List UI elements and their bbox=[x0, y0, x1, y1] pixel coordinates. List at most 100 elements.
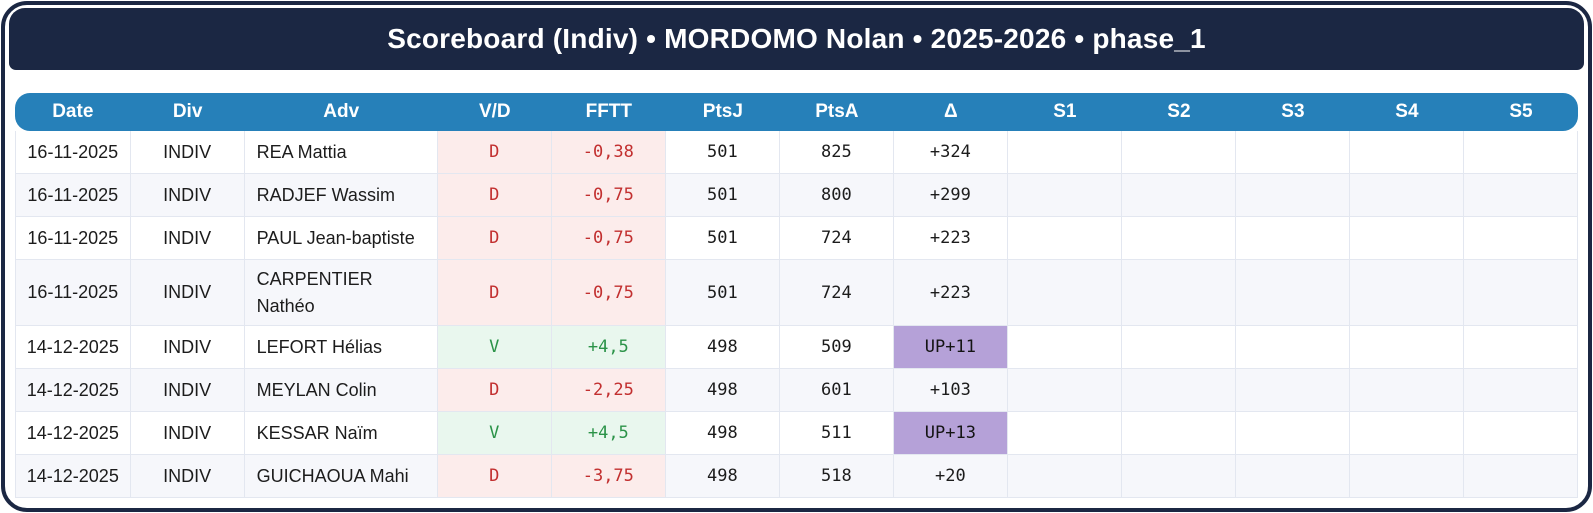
ptsa-cell: 825 bbox=[779, 131, 894, 174]
set2-cell bbox=[1121, 131, 1236, 174]
result-cell: V bbox=[437, 326, 552, 369]
table-row: 16-11-2025 INDIV PAUL Jean-baptiste D -0… bbox=[15, 217, 1578, 260]
column-header-s1: S1 bbox=[1007, 93, 1122, 131]
set3-cell bbox=[1235, 455, 1350, 498]
set4-cell bbox=[1349, 260, 1464, 326]
set5-cell bbox=[1463, 174, 1578, 217]
date-cell: 14-12-2025 bbox=[15, 326, 131, 369]
set5-cell bbox=[1463, 412, 1578, 455]
ptsa-cell: 518 bbox=[779, 455, 894, 498]
ptsj-cell: 498 bbox=[665, 326, 780, 369]
div-cell: INDIV bbox=[130, 326, 245, 369]
adv-cell: REA Mattia bbox=[244, 131, 438, 174]
div-cell: INDIV bbox=[130, 217, 245, 260]
div-cell: INDIV bbox=[130, 455, 245, 498]
table-row: 14-12-2025 INDIV KESSAR Naïm V +4,5 498 … bbox=[15, 412, 1578, 455]
column-header-ptsj: PtsJ bbox=[665, 93, 780, 131]
ptsj-cell: 501 bbox=[665, 217, 780, 260]
fftt-cell: -0,75 bbox=[551, 260, 666, 326]
set5-cell bbox=[1463, 455, 1578, 498]
set2-cell bbox=[1121, 260, 1236, 326]
result-cell: D bbox=[437, 131, 552, 174]
ptsa-cell: 724 bbox=[779, 217, 894, 260]
delta-cell: UP+13 bbox=[893, 412, 1008, 455]
set1-cell bbox=[1007, 326, 1122, 369]
set4-cell bbox=[1349, 217, 1464, 260]
column-header-div: Div bbox=[130, 93, 245, 131]
ptsa-cell: 724 bbox=[779, 260, 894, 326]
set4-cell bbox=[1349, 455, 1464, 498]
column-header-s2: S2 bbox=[1121, 93, 1236, 131]
page-title: Scoreboard (Indiv) • MORDOMO Nolan • 202… bbox=[387, 23, 1206, 54]
column-header-date: Date bbox=[15, 93, 131, 131]
div-cell: INDIV bbox=[130, 131, 245, 174]
adv-cell: GUICHAOUA Mahi bbox=[244, 455, 438, 498]
set3-cell bbox=[1235, 412, 1350, 455]
adv-cell: KESSAR Naïm bbox=[244, 412, 438, 455]
set1-cell bbox=[1007, 369, 1122, 412]
column-header-vd: V/D bbox=[437, 93, 552, 131]
div-cell: INDIV bbox=[130, 412, 245, 455]
result-cell: D bbox=[437, 174, 552, 217]
adv-cell: LEFORT Hélias bbox=[244, 326, 438, 369]
ptsa-cell: 511 bbox=[779, 412, 894, 455]
set1-cell bbox=[1007, 217, 1122, 260]
fftt-cell: -0,75 bbox=[551, 174, 666, 217]
set3-cell bbox=[1235, 217, 1350, 260]
ptsj-cell: 498 bbox=[665, 412, 780, 455]
set5-cell bbox=[1463, 131, 1578, 174]
set3-cell bbox=[1235, 326, 1350, 369]
date-cell: 16-11-2025 bbox=[15, 217, 131, 260]
date-cell: 14-12-2025 bbox=[15, 412, 131, 455]
fftt-cell: -0,75 bbox=[551, 217, 666, 260]
date-cell: 16-11-2025 bbox=[15, 260, 131, 326]
result-cell: D bbox=[437, 455, 552, 498]
set3-cell bbox=[1235, 260, 1350, 326]
ptsj-cell: 498 bbox=[665, 369, 780, 412]
ptsj-cell: 501 bbox=[665, 260, 780, 326]
column-header-fftt: FFTT bbox=[551, 93, 666, 131]
title-bar: Scoreboard (Indiv) • MORDOMO Nolan • 202… bbox=[9, 8, 1584, 70]
column-header-s4: S4 bbox=[1349, 93, 1464, 131]
set5-cell bbox=[1463, 369, 1578, 412]
column-header-s3: S3 bbox=[1235, 93, 1350, 131]
set2-cell bbox=[1121, 174, 1236, 217]
set4-cell bbox=[1349, 326, 1464, 369]
set4-cell bbox=[1349, 131, 1464, 174]
set2-cell bbox=[1121, 369, 1236, 412]
ptsa-cell: 601 bbox=[779, 369, 894, 412]
set4-cell bbox=[1349, 369, 1464, 412]
delta-cell: +223 bbox=[893, 260, 1008, 326]
date-cell: 16-11-2025 bbox=[15, 174, 131, 217]
set2-cell bbox=[1121, 455, 1236, 498]
date-cell: 14-12-2025 bbox=[15, 455, 131, 498]
set5-cell bbox=[1463, 217, 1578, 260]
div-cell: INDIV bbox=[130, 369, 245, 412]
table-row: 14-12-2025 INDIV MEYLAN Colin D -2,25 49… bbox=[15, 369, 1578, 412]
set3-cell bbox=[1235, 131, 1350, 174]
set4-cell bbox=[1349, 174, 1464, 217]
date-cell: 14-12-2025 bbox=[15, 369, 131, 412]
set3-cell bbox=[1235, 174, 1350, 217]
result-cell: V bbox=[437, 412, 552, 455]
adv-cell: MEYLAN Colin bbox=[244, 369, 438, 412]
adv-cell: PAUL Jean-baptiste bbox=[244, 217, 438, 260]
table-row: 14-12-2025 INDIV GUICHAOUA Mahi D -3,75 … bbox=[15, 455, 1578, 498]
set1-cell bbox=[1007, 131, 1122, 174]
set1-cell bbox=[1007, 260, 1122, 326]
set1-cell bbox=[1007, 174, 1122, 217]
ptsa-cell: 509 bbox=[779, 326, 894, 369]
div-cell: INDIV bbox=[130, 174, 245, 217]
fftt-cell: -0,38 bbox=[551, 131, 666, 174]
result-cell: D bbox=[437, 369, 552, 412]
delta-cell: +103 bbox=[893, 369, 1008, 412]
column-header-s5: S5 bbox=[1463, 93, 1578, 131]
delta-cell: UP+11 bbox=[893, 326, 1008, 369]
set1-cell bbox=[1007, 455, 1122, 498]
set3-cell bbox=[1235, 369, 1350, 412]
ptsa-cell: 800 bbox=[779, 174, 894, 217]
ptsj-cell: 501 bbox=[665, 131, 780, 174]
set2-cell bbox=[1121, 412, 1236, 455]
